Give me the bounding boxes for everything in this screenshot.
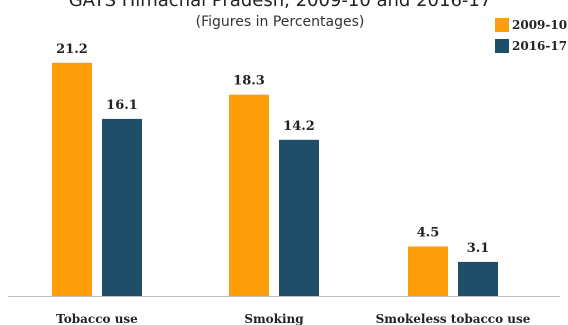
category-label-2: Smokeless tobacco use: [376, 312, 531, 325]
category-label-1: Smoking: [244, 312, 304, 325]
legend-swatch-2016-17: [495, 39, 509, 53]
data-label-2016-17-2: 3.1: [467, 241, 490, 256]
legend-label-2009-10: 2009-10: [512, 18, 568, 32]
category-label-0: Tobacco use: [56, 312, 138, 325]
data-label-2009-10-1: 18.3: [233, 74, 265, 89]
chart-subtitle: (Figures in Percentages): [195, 14, 365, 30]
bar-2016-17-2: [458, 261, 498, 296]
data-label-2009-10-2: 4.5: [417, 226, 440, 241]
chart-title: GATS Himachal Pradesh, 2009-10 and 2016-…: [68, 0, 492, 11]
bar-2009-10-2: [408, 246, 448, 296]
legend-label-2016-17: 2016-17: [512, 39, 568, 53]
legend-item-2009-10: 2009-10: [495, 18, 567, 32]
legend-swatch-2009-10: [495, 18, 509, 32]
data-label-2009-10-0: 21.2: [56, 42, 88, 57]
bar-2016-17-0: [102, 118, 142, 297]
bar-2016-17-1: [279, 139, 319, 296]
data-label-2016-17-0: 16.1: [106, 98, 138, 113]
data-label-2016-17-1: 14.2: [283, 119, 315, 134]
bar-2009-10-1: [229, 94, 269, 296]
bar-2009-10-0: [52, 62, 92, 296]
legend-item-2016-17: 2016-17: [495, 39, 567, 53]
